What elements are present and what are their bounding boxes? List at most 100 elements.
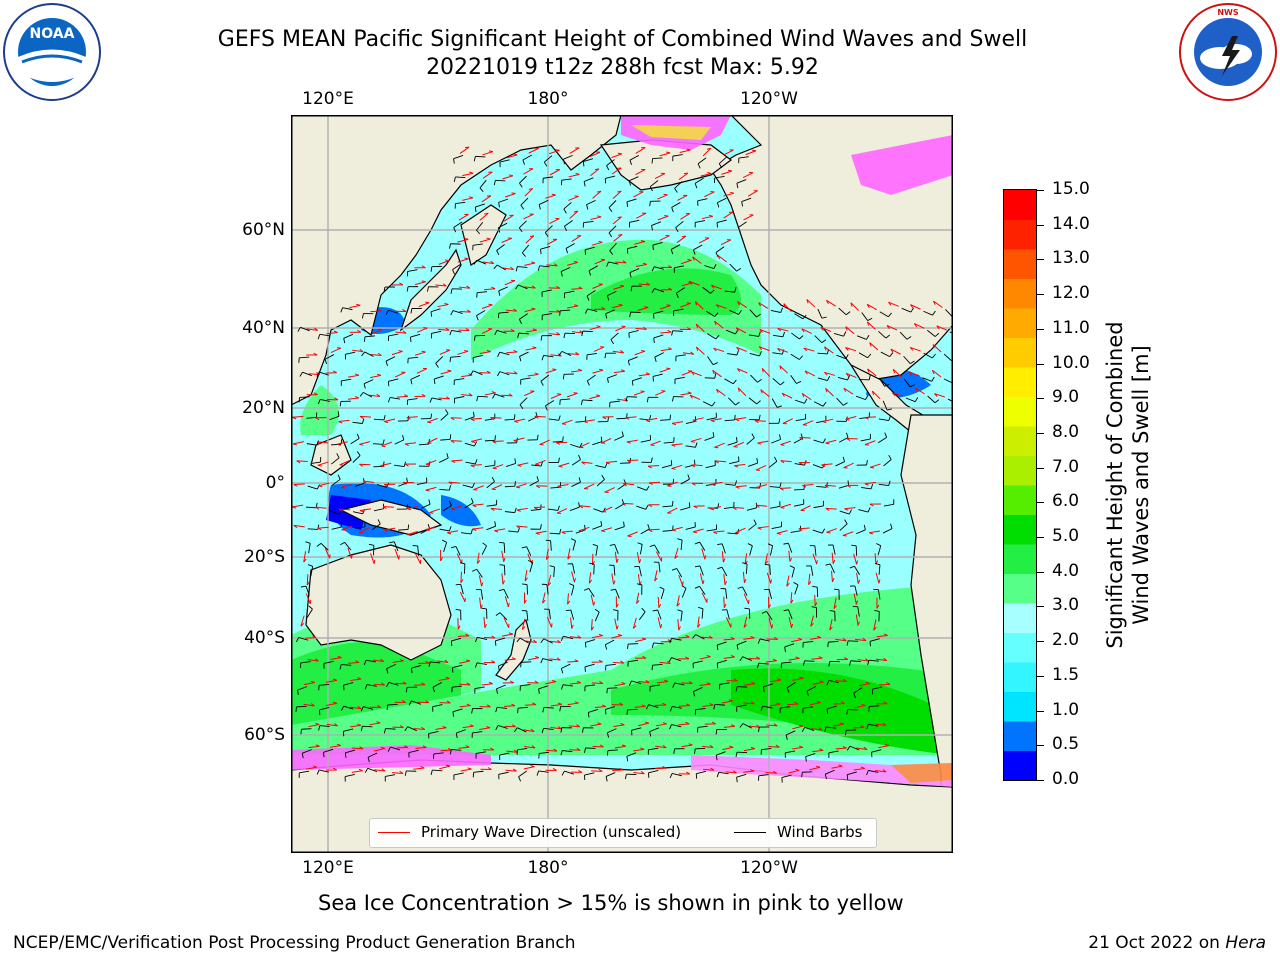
wave-direction-arrowhead <box>913 323 918 328</box>
wave-direction-arrowhead <box>760 389 763 394</box>
wind-barb <box>638 566 642 577</box>
footer-branch: NCEP/EMC/Verification Post Processing Pr… <box>13 933 576 953</box>
wave-direction-arrowhead <box>334 723 338 727</box>
wind-barb-feather <box>756 458 759 464</box>
wind-barb <box>675 220 684 228</box>
wave-direction-arrow <box>735 485 747 488</box>
wind-barb-feather <box>474 207 477 213</box>
wave-direction-arrow <box>678 723 690 726</box>
wave-direction-arrow <box>396 395 408 398</box>
wave-direction-arrow <box>470 417 482 420</box>
wave-direction-arrowhead <box>357 677 362 680</box>
wave-direction-arrowhead <box>513 308 518 312</box>
wave-direction-arrowhead <box>688 680 693 684</box>
wind-barb <box>858 352 868 359</box>
wave-direction-arrowhead <box>513 349 518 353</box>
wave-direction-arrowhead <box>599 368 604 371</box>
wave-direction-arrowhead <box>377 308 382 312</box>
wind-barb-feather <box>561 770 565 776</box>
wave-direction-arrowhead <box>469 724 474 727</box>
wave-direction-arrowhead <box>883 633 888 636</box>
wave-direction-arrowhead <box>735 418 740 422</box>
wind-barb <box>433 752 444 755</box>
wind-barb-feather <box>629 159 632 165</box>
colorbar-tick-label: 0.0 <box>1052 769 1080 789</box>
wave-direction-arrow <box>534 415 546 418</box>
wave-direction-arrowhead <box>734 465 739 468</box>
wind-barb-feather <box>825 563 831 566</box>
colorbar-segment <box>1004 573 1036 604</box>
wind-barb <box>329 509 339 515</box>
wind-barb <box>518 284 528 290</box>
colorbar-tick-label: 1.5 <box>1052 664 1080 685</box>
wind-barb <box>795 418 806 422</box>
wave-direction-arrow <box>448 481 460 484</box>
wind-barb-feather <box>298 397 301 403</box>
wave-direction-arrowhead <box>465 327 470 331</box>
wave-direction-arrow <box>759 329 771 334</box>
wave-direction-arrowhead <box>402 481 407 485</box>
wave-direction-arrow <box>853 553 858 565</box>
wave-direction-arrow <box>678 574 684 586</box>
wave-direction-arrowhead <box>492 441 497 444</box>
wave-direction-arrow <box>671 443 683 446</box>
wave-direction-arrowhead <box>878 579 881 584</box>
wave-direction-arrowhead <box>508 632 513 635</box>
colorbar-tick-label: 11.0 <box>1052 317 1090 338</box>
wind-barb <box>627 245 638 250</box>
wave-direction-arrow <box>588 572 592 584</box>
wind-barb <box>855 395 866 401</box>
wind-barb-feather <box>339 664 342 670</box>
wind-barb <box>882 400 888 411</box>
wave-direction-arrowhead <box>376 721 381 724</box>
wind-barb <box>476 259 487 265</box>
wave-direction-arrow <box>392 772 404 775</box>
wave-direction-arrow <box>648 528 660 531</box>
wave-direction-arrowhead <box>648 504 653 508</box>
wave-direction-arrowhead <box>399 770 404 774</box>
wind-barb-feather <box>626 709 628 715</box>
wind-barb-feather <box>863 524 866 530</box>
wave-direction-arrowhead <box>516 486 521 489</box>
wave-direction-arrow <box>501 394 513 397</box>
wind-barb-feather <box>876 543 881 547</box>
wind-barb <box>343 682 354 686</box>
wave-direction-arrowhead <box>658 604 662 609</box>
wind-barb-feather <box>385 360 388 366</box>
wave-direction-arrow <box>702 147 712 157</box>
wave-direction-arrow <box>350 678 362 682</box>
wind-barb-feather <box>339 401 342 407</box>
wind-barb <box>484 439 495 442</box>
wave-direction-arrow <box>677 619 680 631</box>
wave-direction-arrow <box>545 749 558 752</box>
wind-barb <box>825 726 837 729</box>
wave-direction-arrow <box>374 769 386 772</box>
colorbar-segment <box>1004 219 1036 250</box>
wave-direction-arrowhead <box>556 309 561 313</box>
wind-barb <box>440 438 451 441</box>
wind-barb <box>385 356 396 362</box>
wind-barb-feather <box>521 546 527 549</box>
wave-direction-arrowhead <box>617 633 622 636</box>
wind-barb-feather <box>694 585 700 589</box>
wave-direction-arrowhead <box>613 580 616 585</box>
wind-barb-feather <box>628 180 631 186</box>
wind-barb <box>495 179 506 182</box>
wave-direction-arrowhead <box>779 487 784 491</box>
wave-direction-arrow <box>336 441 348 445</box>
wave-direction-arrow <box>820 326 832 332</box>
wind-barb-feather <box>672 396 674 402</box>
wind-barb-feather <box>449 357 452 363</box>
wind-barb-feather <box>448 485 452 491</box>
wind-barb-feather <box>408 700 412 706</box>
wind-barb <box>310 566 314 577</box>
wind-barb <box>629 176 639 182</box>
wind-barb-feather <box>648 414 652 421</box>
wind-barb-feather <box>826 680 830 686</box>
wave-direction-arrow <box>438 260 450 265</box>
wind-barb <box>439 488 450 491</box>
wave-direction-arrow <box>592 745 604 748</box>
wave-direction-arrow <box>612 190 622 199</box>
wind-barb <box>813 401 824 407</box>
wave-direction-arrowhead <box>750 746 755 750</box>
